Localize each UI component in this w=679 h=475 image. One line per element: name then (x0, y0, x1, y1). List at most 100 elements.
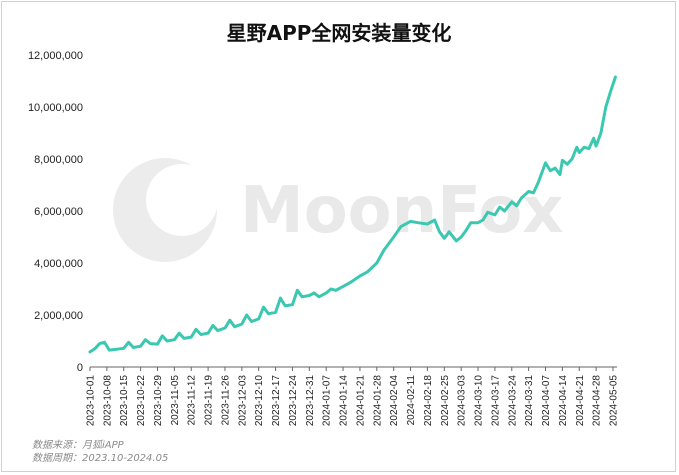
y-tick-label: 4,000,000 (34, 258, 83, 270)
series-line (88, 75, 617, 354)
data-point (609, 90, 612, 93)
data-point (325, 291, 328, 295)
data-point (503, 209, 506, 213)
data-point (182, 337, 186, 340)
data-point (561, 159, 564, 162)
data-point (433, 218, 436, 222)
x-tick-label: 2024-03-10 (474, 375, 485, 427)
data-point (245, 313, 248, 317)
data-point (594, 144, 598, 148)
x-tick-label: 2023-10-22 (136, 375, 147, 427)
data-point (341, 285, 345, 288)
data-point (599, 131, 603, 135)
data-point (267, 312, 270, 315)
data-point (334, 289, 337, 292)
data-point (216, 329, 219, 332)
data-point (578, 151, 581, 154)
data-point (575, 146, 578, 149)
data-point (426, 222, 429, 226)
data-point (199, 333, 203, 336)
data-point (291, 303, 294, 306)
data-point (515, 204, 518, 207)
x-tick-label: 2023-12-03 (237, 375, 248, 427)
data-point (122, 347, 125, 350)
data-point (558, 173, 562, 176)
x-tick-label: 2023-12-10 (254, 375, 265, 427)
data-point (93, 347, 97, 350)
data-point (443, 237, 446, 240)
data-point (366, 270, 369, 274)
data-point (156, 342, 159, 346)
data-point (223, 326, 227, 330)
x-tick-label: 2024-03-24 (507, 375, 518, 427)
x-tick-label: 2023-10-29 (153, 375, 164, 427)
data-point (279, 296, 282, 300)
x-tick-label: 2023-11-26 (220, 375, 231, 426)
data-point (481, 218, 485, 222)
data-point (98, 342, 101, 345)
x-tick-label: 2023-11-12 (187, 375, 198, 426)
x-tick-label: 2024-02-04 (389, 375, 400, 427)
data-point (532, 191, 535, 194)
data-point (194, 328, 198, 331)
x-tick-label: 2024-01-14 (339, 375, 350, 427)
y-tick-label: 8,000,000 (34, 154, 83, 166)
data-point (498, 205, 501, 209)
data-point (447, 230, 451, 233)
x-tick-label: 2024-02-18 (423, 375, 434, 427)
data-point (284, 304, 287, 308)
data-point (228, 319, 231, 322)
data-point (349, 281, 352, 284)
data-point (144, 338, 147, 341)
y-tick-label: 0 (77, 362, 83, 374)
x-tick-label: 2024-01-07 (322, 375, 333, 427)
y-axis: 0 2,000,000 4,000,000 6,000,000 8,000,000 10,… (28, 50, 83, 374)
data-point (88, 350, 92, 354)
y-tick-label: 2,000,000 (34, 310, 83, 322)
data-point (544, 161, 547, 165)
data-point (173, 338, 176, 341)
x-tick-label: 2024-01-21 (355, 375, 366, 427)
x-tick-label: 2023-10-15 (119, 375, 130, 427)
x-tick-label: 2024-04-28 (592, 375, 603, 427)
data-point (262, 306, 265, 309)
data-point (549, 169, 552, 172)
data-point (139, 345, 142, 348)
x-tick-label: 2024-04-21 (575, 375, 586, 427)
data-point (455, 239, 458, 243)
data-point (438, 230, 441, 233)
data-point (308, 294, 311, 297)
data-point (486, 211, 489, 214)
x-tick-label: 2023-12-24 (288, 375, 299, 427)
x-tick-label: 2024-05-05 (609, 375, 620, 427)
data-point (582, 146, 586, 149)
data-point (382, 248, 386, 252)
data-point (103, 341, 106, 344)
data-point (165, 339, 169, 343)
moonfox-logo-crescent (146, 164, 218, 236)
data-point (115, 348, 118, 351)
data-point (554, 166, 557, 170)
data-point (537, 181, 540, 184)
data-point (257, 317, 260, 321)
data-point (587, 147, 591, 150)
x-tick-label: 2023-11-05 (170, 375, 181, 426)
data-point (592, 137, 595, 140)
data-point (469, 221, 472, 224)
x-tick-label: 2024-02-25 (440, 375, 451, 427)
data-point (520, 196, 523, 200)
data-point (510, 200, 513, 204)
data-point (409, 220, 412, 223)
data-point (206, 332, 210, 335)
x-tick-label: 2023-10-01 (86, 375, 97, 427)
x-tick-label: 2024-02-11 (406, 375, 417, 426)
data-point (541, 168, 545, 171)
x-tick-label: 2023-12-31 (305, 375, 316, 427)
data-point (476, 221, 480, 224)
data-point (329, 287, 333, 291)
data-point (190, 335, 193, 339)
data-source: 数据来源：月狐iAPP (32, 439, 125, 451)
x-tick-label: 2024-03-17 (490, 375, 501, 427)
data-point (149, 342, 152, 345)
